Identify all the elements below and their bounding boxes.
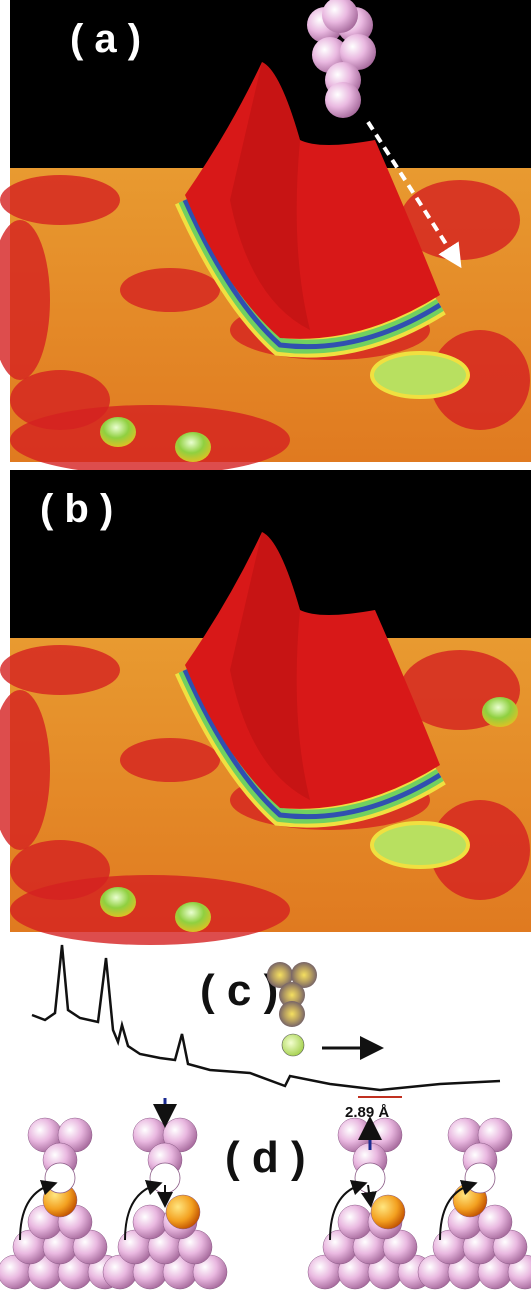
surface-feature <box>120 738 220 782</box>
panel-label: ( d ) <box>225 1133 306 1182</box>
adatom <box>175 432 211 462</box>
panel-label: ( a ) <box>70 17 141 61</box>
panel-label: ( b ) <box>40 487 113 531</box>
page: ( a ) ( b ) ( c ) ( d ) 2.89 Å (() => { … <box>0 0 531 1302</box>
foot <box>372 823 468 867</box>
atom <box>355 1163 385 1193</box>
panel-label: ( c ) <box>200 966 278 1015</box>
atom <box>279 1001 305 1027</box>
surface-feature <box>10 875 290 945</box>
surface-feature <box>0 645 120 695</box>
tip-atom <box>325 82 361 118</box>
adatom <box>175 902 211 932</box>
atom <box>45 1163 75 1193</box>
scale-label: 2.89 Å <box>345 1104 389 1121</box>
figure: ( a ) ( b ) ( c ) ( d ) 2.89 Å <box>0 0 531 1302</box>
atom <box>338 1205 372 1239</box>
atom <box>166 1195 200 1229</box>
atom <box>282 1034 304 1056</box>
atom <box>133 1205 167 1239</box>
surface-feature <box>120 268 220 312</box>
surface-feature <box>0 175 120 225</box>
adatom <box>482 697 518 727</box>
stm-panel <box>0 0 531 475</box>
surface-feature <box>10 405 290 475</box>
foot <box>372 353 468 397</box>
stm-panel <box>0 470 531 945</box>
panels <box>0 0 531 1289</box>
atom <box>371 1195 405 1229</box>
atom <box>465 1163 495 1193</box>
adatom <box>100 417 136 447</box>
adatom <box>100 887 136 917</box>
